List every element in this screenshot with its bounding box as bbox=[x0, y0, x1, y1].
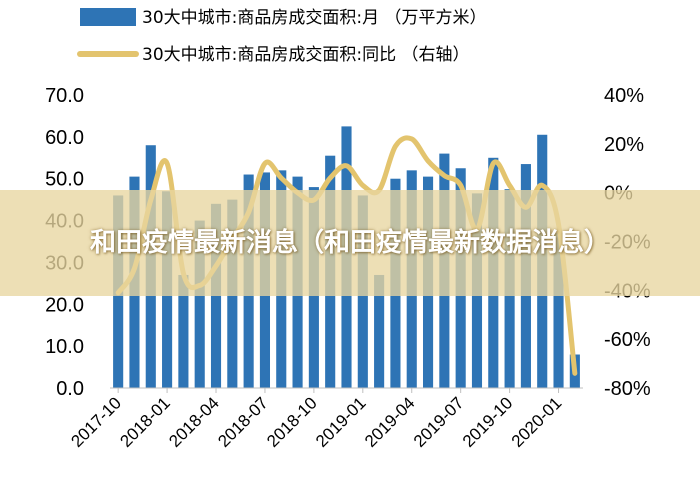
legend-line-label: 30大中城市:商品房成交面积:同比 （右轴） bbox=[142, 45, 470, 65]
y-right-tick-label: -60% bbox=[604, 329, 651, 351]
x-tick-label: 2017-10 bbox=[67, 393, 125, 451]
x-axis: 2017-102018-012018-042018-072018-102019-… bbox=[67, 388, 565, 451]
legend-bar-swatch bbox=[80, 8, 136, 26]
bar bbox=[178, 274, 189, 388]
bar bbox=[374, 274, 385, 388]
y-right-tick-label: -80% bbox=[604, 378, 651, 400]
bar bbox=[553, 233, 564, 388]
x-tick-label: 2018-07 bbox=[214, 393, 272, 451]
x-tick-label: 2018-04 bbox=[165, 393, 223, 451]
y-right-tick-label: 40% bbox=[604, 85, 644, 107]
y-left-tick-label: 10.0 bbox=[45, 336, 84, 358]
x-tick-label: 2019-10 bbox=[459, 393, 517, 451]
x-tick-label: 2019-04 bbox=[361, 393, 419, 451]
y-left-tick-label: 50.0 bbox=[45, 169, 84, 191]
bar bbox=[194, 220, 205, 388]
x-tick-label: 2019-01 bbox=[312, 393, 370, 451]
legend-bar-label: 30大中城市:商品房成交面积:月 （万平方米） bbox=[142, 8, 487, 28]
x-tick-label: 2018-01 bbox=[116, 393, 174, 451]
y-left-tick-label: 0.0 bbox=[56, 378, 84, 400]
y-left-tick-label: 60.0 bbox=[45, 127, 84, 149]
headline-text: 和田疫情最新消息（和田疫情最新数据消息） bbox=[89, 228, 610, 258]
y-right-tick-label: 20% bbox=[604, 134, 644, 156]
y-left-tick-label: 20.0 bbox=[45, 294, 84, 316]
y-left-tick-label: 70.0 bbox=[45, 85, 84, 107]
legend: 30大中城市:商品房成交面积:月 （万平方米） 30大中城市:商品房成交面积:同… bbox=[77, 8, 487, 65]
x-tick-label: 2019-07 bbox=[410, 393, 468, 451]
headline-banner: 和田疫情最新消息（和田疫情最新数据消息） bbox=[0, 190, 700, 296]
x-tick-label: 2020-01 bbox=[508, 393, 566, 451]
x-tick-label: 2018-10 bbox=[263, 393, 321, 451]
